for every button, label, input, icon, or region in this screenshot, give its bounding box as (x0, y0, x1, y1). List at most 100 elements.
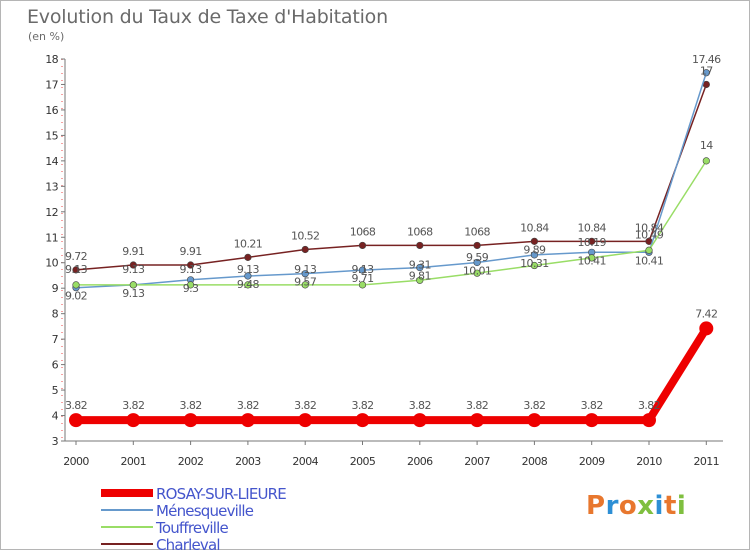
chart-title: Evolution du Taux de Taxe d'Habitation (27, 6, 388, 28)
data-label: 9.91 (122, 245, 144, 258)
y-tick-label: 18 (45, 53, 58, 66)
data-label: 14 (700, 139, 713, 152)
data-label: 1068 (407, 225, 433, 238)
logo-letter: r (605, 491, 619, 521)
data-point (470, 413, 485, 428)
y-tick-label: 7 (52, 333, 59, 346)
y-tick-label: 3 (52, 435, 59, 448)
data-point (72, 281, 80, 289)
data-point (473, 269, 481, 277)
data-point (244, 253, 252, 261)
y-tick-label: 15 (45, 129, 58, 142)
x-tick-label: 2005 (350, 455, 376, 468)
x-tick-label: 2001 (120, 455, 146, 468)
series-touffreville (72, 157, 710, 289)
x-tick-label: 2000 (63, 455, 89, 468)
legend-label: Touffreville (156, 519, 229, 537)
axes: 3 4 5 6 7 8 9 10 11 12 13 14 15 16 17 18 2000 2001 2002 200… (45, 53, 723, 468)
data-label: 17 (700, 64, 713, 77)
data-label: 9.3 (183, 282, 199, 295)
data-point (642, 413, 656, 428)
series-line (75, 160, 708, 286)
data-labels: 3.82 3.82 3.82 3.82 3.82 3.82 3.82 3.82 3.82 3.82… (65, 53, 722, 412)
y-tick-label: 10 (45, 257, 58, 270)
data-label: 10.41 (577, 254, 606, 267)
data-label: 10.84 (520, 221, 549, 234)
data-point (358, 241, 367, 250)
y-tick-label: 6 (52, 359, 59, 372)
data-label: 10.41 (635, 254, 664, 267)
data-label: 9.72 (65, 250, 87, 263)
data-label: 9.48 (237, 278, 260, 291)
y-tick-label: 17 (45, 78, 58, 91)
legend-label: Charleval (156, 536, 221, 554)
data-label: 9.02 (65, 290, 87, 303)
y-tick-label: 16 (45, 104, 58, 117)
data-point (584, 413, 599, 428)
data-label: 3.82 (466, 399, 488, 412)
data-point (702, 157, 710, 165)
x-tick-label: 2007 (464, 455, 490, 468)
data-label: 10.21 (234, 237, 263, 250)
data-point (358, 281, 367, 289)
data-label: 3.82 (180, 399, 202, 412)
x-tick-label: 2009 (579, 455, 605, 468)
series-line (72, 324, 711, 425)
data-point (358, 266, 367, 274)
y-tick-label: 9 (52, 282, 59, 295)
data-label: 9.13 (65, 263, 88, 276)
y-tick-label: 12 (45, 206, 58, 219)
data-label: 10.19 (577, 236, 606, 249)
data-point (588, 254, 596, 262)
data-point (699, 321, 714, 336)
data-point (129, 281, 137, 289)
y-tick-label: 14 (45, 155, 58, 168)
data-label: 10.84 (635, 221, 664, 234)
data-point (187, 261, 195, 269)
data-label: 10.31 (520, 257, 549, 270)
data-label: 9.89 (523, 244, 546, 257)
series-m-nesqueville (72, 69, 710, 292)
x-tick-label: 2010 (636, 455, 662, 468)
legend-label: ROSAY-SUR-LIEURE (156, 485, 287, 503)
data-point (527, 413, 542, 428)
data-label: 1068 (464, 225, 490, 238)
data-point (416, 263, 424, 272)
legend-swatch (101, 489, 153, 497)
data-label: 3.82 (122, 399, 144, 412)
data-label: 9.91 (180, 245, 202, 258)
data-point (244, 272, 252, 280)
data-point (416, 241, 424, 250)
data-label: 3.82 (65, 399, 87, 412)
legend-swatch (101, 509, 153, 511)
x-tick-label: 2008 (522, 455, 548, 468)
data-label: 9.13 (122, 263, 145, 276)
y-tick-label: 11 (45, 231, 58, 244)
data-label: 10.84 (577, 221, 606, 234)
data-point (187, 281, 195, 289)
data-point (240, 413, 255, 428)
series-line (75, 83, 708, 271)
series-charleval (72, 80, 710, 274)
data-point (69, 413, 83, 428)
y-tick-label: 4 (52, 410, 59, 423)
data-point (301, 281, 309, 289)
legend-swatch (101, 526, 153, 528)
logo-letter: i (676, 491, 687, 521)
data-point (530, 251, 539, 259)
data-point (72, 266, 80, 274)
logo-letter: P (586, 491, 606, 521)
data-label: 3.82 (351, 399, 373, 412)
data-label: 3.82 (237, 399, 259, 412)
data-point (702, 69, 710, 77)
data-label: 3.82 (294, 399, 316, 412)
data-label: 3.82 (638, 399, 660, 412)
data-label: 9.81 (409, 270, 431, 283)
x-tick-label: 2006 (407, 455, 433, 468)
y-tick-label: 5 (52, 384, 59, 397)
legend-swatch (101, 543, 153, 545)
data-label: 1068 (350, 225, 376, 238)
data-label: 7.42 (695, 307, 717, 320)
data-point (588, 237, 596, 245)
